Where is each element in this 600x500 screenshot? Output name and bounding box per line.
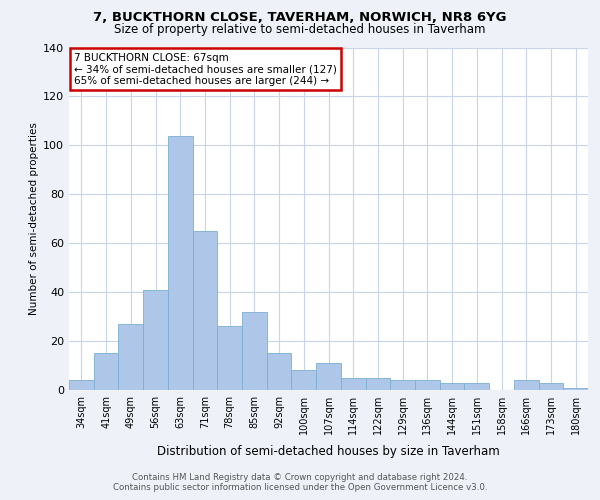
Bar — [193, 231, 217, 390]
Bar — [69, 380, 94, 390]
Bar — [464, 382, 489, 390]
Bar — [341, 378, 365, 390]
Bar — [440, 382, 464, 390]
Bar — [267, 354, 292, 390]
Bar — [217, 326, 242, 390]
Bar — [563, 388, 588, 390]
Text: Contains HM Land Registry data © Crown copyright and database right 2024.: Contains HM Land Registry data © Crown c… — [132, 472, 468, 482]
Bar — [415, 380, 440, 390]
X-axis label: Distribution of semi-detached houses by size in Taverham: Distribution of semi-detached houses by … — [157, 446, 500, 458]
Bar — [316, 363, 341, 390]
Bar — [168, 136, 193, 390]
Bar — [118, 324, 143, 390]
Bar — [292, 370, 316, 390]
Bar — [514, 380, 539, 390]
Text: 7, BUCKTHORN CLOSE, TAVERHAM, NORWICH, NR8 6YG: 7, BUCKTHORN CLOSE, TAVERHAM, NORWICH, N… — [93, 11, 507, 24]
Y-axis label: Number of semi-detached properties: Number of semi-detached properties — [29, 122, 39, 315]
Bar — [365, 378, 390, 390]
Text: 7 BUCKTHORN CLOSE: 67sqm
← 34% of semi-detached houses are smaller (127)
65% of : 7 BUCKTHORN CLOSE: 67sqm ← 34% of semi-d… — [74, 52, 337, 86]
Bar — [390, 380, 415, 390]
Bar — [143, 290, 168, 390]
Text: Contains public sector information licensed under the Open Government Licence v3: Contains public sector information licen… — [113, 484, 487, 492]
Bar — [539, 382, 563, 390]
Bar — [242, 312, 267, 390]
Bar — [94, 354, 118, 390]
Text: Size of property relative to semi-detached houses in Taverham: Size of property relative to semi-detach… — [114, 22, 486, 36]
